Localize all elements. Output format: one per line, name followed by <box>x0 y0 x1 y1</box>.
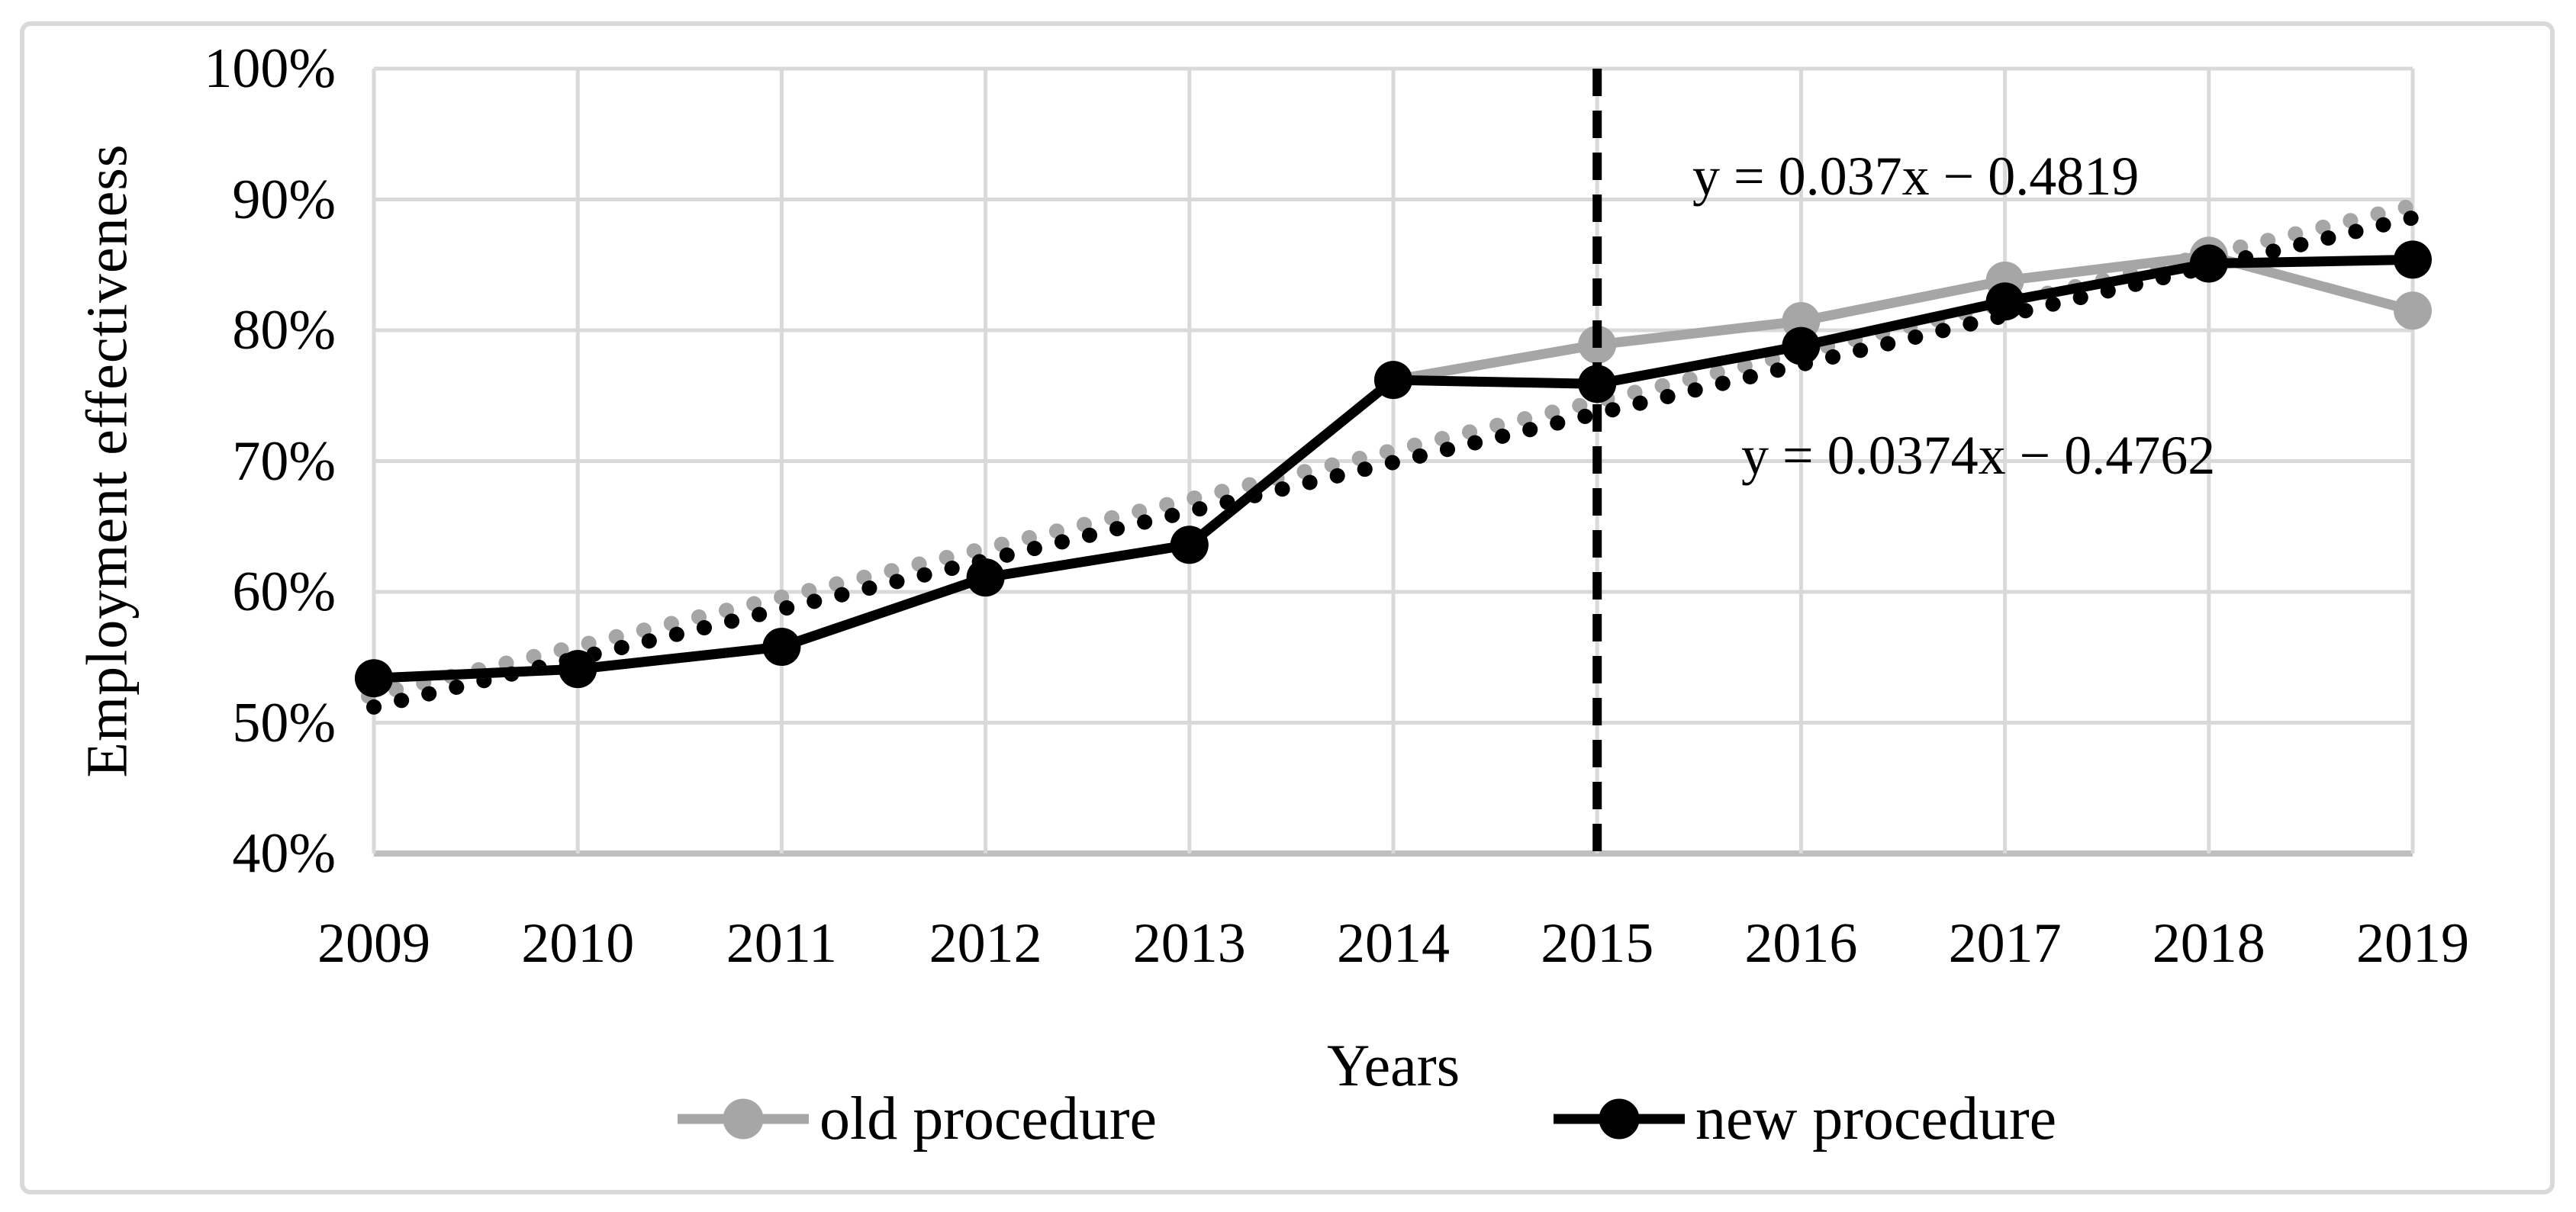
y-tick-label: 100% <box>204 37 336 100</box>
x-tick-label: 2019 <box>2356 912 2469 975</box>
x-tick-label: 2017 <box>1948 912 2062 975</box>
x-axis-title: Years <box>1326 1032 1460 1098</box>
legend-label-new: new procedure <box>1695 1085 2057 1153</box>
data-point-new-procedure-2016 <box>1782 326 1821 365</box>
data-point-new-procedure-2018 <box>2189 244 2228 283</box>
data-point-new-procedure-2009 <box>355 659 393 698</box>
y-tick-label: 40% <box>232 822 336 885</box>
data-point-new-procedure-2013 <box>1170 526 1209 564</box>
legend-swatch-old-icon <box>678 1098 809 1140</box>
x-tick-label: 2013 <box>1132 912 1246 975</box>
x-tick-label: 2018 <box>2152 912 2265 975</box>
y-tick-label: 50% <box>232 691 336 754</box>
data-point-new-procedure-2014 <box>1374 361 1412 400</box>
data-point-new-procedure-2019 <box>2394 240 2432 279</box>
x-tick-label: 2015 <box>1541 912 1654 975</box>
data-point-new-procedure-2012 <box>966 558 1005 597</box>
trendline-equation-old: y = 0.037x − 0.4819 <box>1692 146 2140 207</box>
data-point-old-procedure-2019 <box>2394 291 2432 330</box>
x-tick-label: 2016 <box>1744 912 1858 975</box>
trendline-equation-new: y = 0.0374x − 0.4762 <box>1741 425 2216 486</box>
y-tick-label: 60% <box>232 561 336 623</box>
data-point-new-procedure-2011 <box>762 628 801 667</box>
trendline-old-procedure <box>361 199 2415 704</box>
x-tick-label: 2009 <box>317 912 430 975</box>
legend-swatch-new-icon <box>1554 1098 1685 1140</box>
y-tick-label: 70% <box>232 429 336 493</box>
x-tick-label: 2011 <box>726 912 838 975</box>
legend-label-old: old procedure <box>819 1085 1158 1153</box>
x-tick-label: 2012 <box>929 912 1042 975</box>
data-point-new-procedure-2017 <box>1985 282 2024 321</box>
trendline-new-procedure <box>366 210 2420 715</box>
legend-item-new-procedure: new procedure <box>1554 1077 2056 1161</box>
y-tick-label: 80% <box>232 299 336 362</box>
x-tick-label: 2014 <box>1337 912 1450 975</box>
legend-item-old-procedure: old procedure <box>678 1077 1157 1161</box>
x-tick-label: 2010 <box>521 912 635 975</box>
y-tick-label: 90% <box>232 168 336 231</box>
data-point-new-procedure-2010 <box>559 650 597 689</box>
